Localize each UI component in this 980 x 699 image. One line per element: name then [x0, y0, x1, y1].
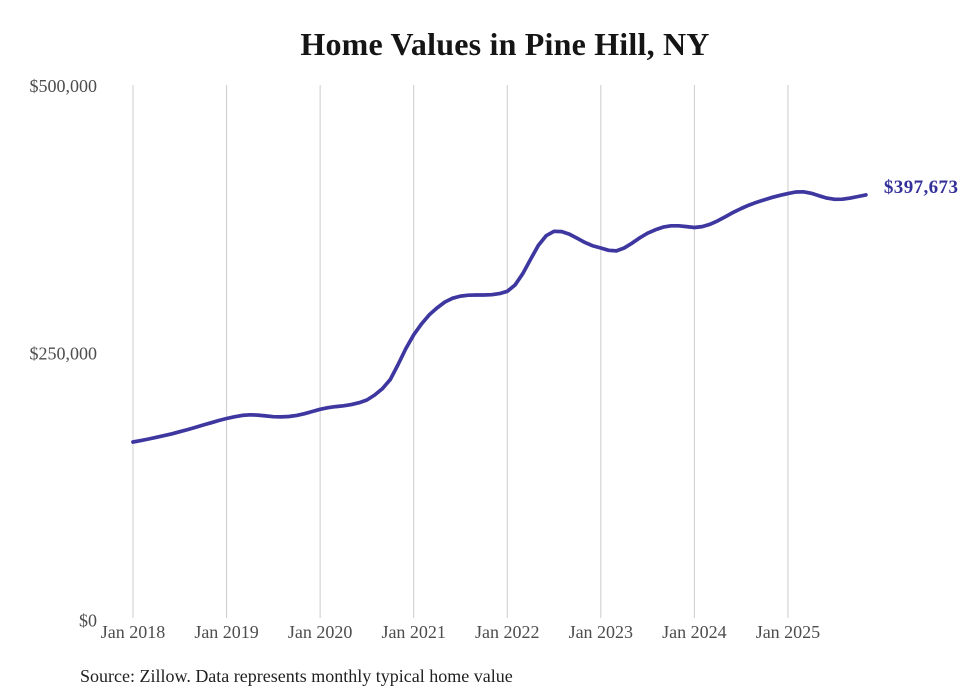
y-axis-tick-label: $500,000	[30, 76, 98, 96]
x-axis-tick-label: Jan 2023	[569, 622, 634, 642]
series-end-value-label: $397,673	[883, 176, 959, 198]
y-axis-tick-label: $0	[79, 611, 97, 631]
x-axis-tick-label: Jan 2021	[381, 622, 446, 642]
x-axis-tick-label: Jan 2019	[194, 622, 259, 642]
x-axis-tick-label: Jan 2018	[101, 622, 166, 642]
x-axis-tick-label: Jan 2025	[756, 622, 821, 642]
x-axis-tick-label: Jan 2024	[662, 622, 727, 642]
x-axis-tick-label: Jan 2020	[288, 622, 353, 642]
x-axis-tick-label: Jan 2022	[475, 622, 540, 642]
y-axis-tick-label: $250,000	[30, 343, 98, 363]
chart-title: Home Values in Pine Hill, NY	[300, 26, 710, 62]
source-note: Source: Zillow. Data represents monthly …	[80, 666, 513, 686]
home-value-line-series	[131, 189, 868, 444]
